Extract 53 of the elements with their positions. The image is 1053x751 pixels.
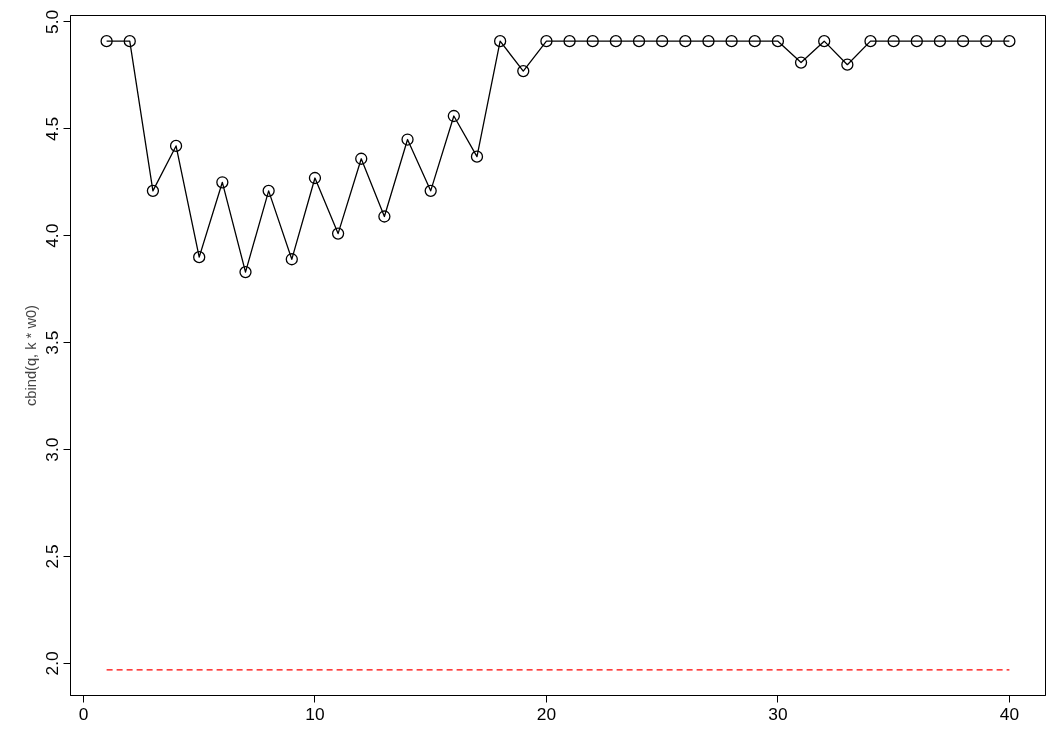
point [262, 184, 275, 197]
point [285, 253, 298, 266]
point [794, 56, 808, 69]
point [632, 35, 646, 48]
point [586, 35, 599, 48]
point [378, 210, 391, 223]
point [818, 35, 831, 48]
y-tick-label: 2.0 [42, 651, 63, 676]
point [169, 139, 183, 153]
point [193, 251, 206, 264]
point [980, 35, 993, 48]
x-tick-label: 10 [305, 703, 325, 724]
point [609, 35, 623, 48]
y-axis-title: cbind(q, k * w0) [22, 304, 39, 406]
point [424, 184, 437, 197]
point [540, 35, 553, 48]
y-tick-label: 5.0 [42, 9, 63, 34]
point [1003, 35, 1016, 48]
point [679, 35, 692, 48]
point [841, 58, 854, 71]
point [563, 35, 576, 48]
point [239, 265, 252, 279]
point [470, 150, 484, 163]
x-tick-label: 0 [78, 703, 89, 724]
point [447, 109, 460, 123]
point [702, 35, 715, 48]
point [146, 184, 160, 197]
point [401, 133, 414, 146]
y-tick-label: 3.0 [42, 437, 63, 462]
point [123, 35, 136, 48]
point [771, 35, 785, 48]
point [308, 171, 322, 185]
point [517, 64, 530, 78]
x-tick-label: 40 [999, 703, 1020, 724]
x-tick-label: 30 [768, 703, 788, 724]
y-tick-label: 4.0 [42, 223, 63, 248]
point [331, 227, 345, 240]
y-tick-label: 4.5 [42, 116, 63, 141]
point [748, 35, 761, 48]
point [933, 35, 947, 48]
point [887, 35, 900, 48]
y-tick-label: 3.5 [42, 330, 63, 355]
point [100, 35, 113, 48]
y-tick-label: 2.5 [42, 544, 63, 569]
point [725, 35, 738, 48]
point [956, 35, 970, 48]
point [910, 35, 923, 48]
point [864, 35, 877, 48]
point [656, 35, 669, 48]
point [493, 35, 507, 48]
point [355, 152, 368, 165]
x-tick-label: 20 [536, 703, 557, 724]
point [216, 176, 229, 189]
